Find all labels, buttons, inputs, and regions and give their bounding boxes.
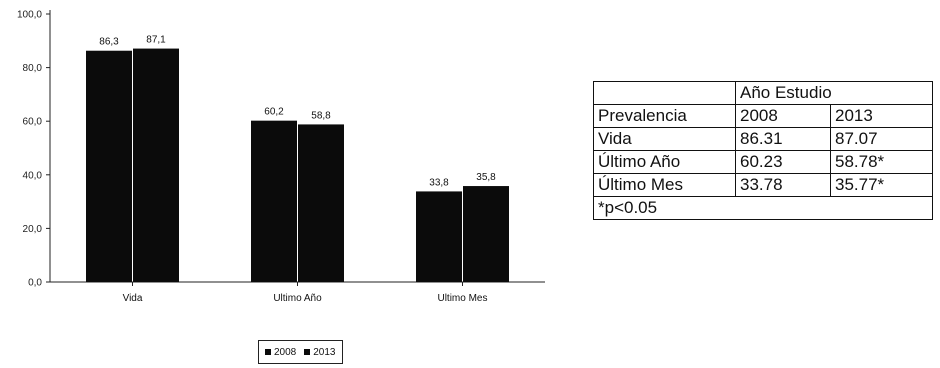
- table-cell: 33.78: [735, 173, 831, 197]
- table-row: Prevalencia 2008 2013: [593, 104, 933, 128]
- table-row: Último Año 60.23 58.78*: [593, 150, 933, 174]
- table-cell: 60.23: [735, 150, 831, 174]
- bar-2013: [133, 48, 179, 283]
- table-cell: 86.31: [735, 127, 831, 151]
- table-row: Año Estudio: [593, 81, 933, 105]
- bar-data-label: 58,8: [311, 110, 331, 121]
- y-tick-label: 0,0: [28, 278, 42, 289]
- bar-chart: 0,0 20,0 40,0 60,0 80,0 100,0 86,3 87,1 Vida 60,2…: [17, 10, 545, 304]
- bar-data-label: 87,1: [146, 35, 166, 46]
- table-row: Vida 86.31 87.07: [593, 127, 933, 151]
- y-tick-label: 20,0: [23, 224, 43, 235]
- table-footnote: *p<0.05: [593, 196, 933, 220]
- x-category-label: Vida: [123, 293, 143, 304]
- bar-2013: [463, 186, 509, 282]
- y-tick-label: 80,0: [23, 63, 43, 74]
- table-row-label: Último Año: [593, 150, 736, 174]
- legend-item-2008: 2008: [265, 347, 296, 358]
- x-category-label: Ultimo Mes: [437, 293, 487, 304]
- table-cell: 58.78*: [830, 150, 933, 174]
- legend-swatch-2013: [304, 349, 311, 355]
- bar-data-label: 60,2: [264, 107, 284, 118]
- prevalence-table: Año Estudio Prevalencia 2008 2013 Vida 8…: [593, 81, 933, 220]
- table-row-header: Prevalencia: [593, 104, 736, 128]
- table-row: *p<0.05: [593, 196, 933, 220]
- y-tick-label: 100,0: [17, 10, 42, 21]
- legend-swatch-2008: [265, 349, 271, 355]
- bar-data-label: 35,8: [476, 172, 496, 183]
- table-row-label: Vida: [593, 127, 736, 151]
- x-category-label: Ultimo Año: [273, 293, 322, 304]
- table-row-label: Último Mes: [593, 173, 736, 197]
- table-row: Último Mes 33.78 35.77*: [593, 173, 933, 197]
- table-year-header: 2008: [735, 104, 831, 128]
- legend-item-2013: 2013: [304, 346, 336, 358]
- chart-legend: 2008 2013: [258, 340, 343, 364]
- y-tick-label: 40,0: [23, 170, 43, 181]
- bar-2008: [86, 50, 132, 282]
- table-year-header: 2013: [830, 104, 933, 128]
- legend-label-2008: 2008: [274, 346, 297, 358]
- table-cell: 35.77*: [830, 173, 933, 197]
- legend-label-2013: 2013: [313, 346, 336, 358]
- bar-2008: [416, 191, 462, 282]
- bar-data-label: 86,3: [99, 37, 119, 48]
- bar-data-label: 33,8: [429, 177, 449, 188]
- bar-2008: [251, 120, 297, 282]
- table-corner-cell: [593, 81, 736, 105]
- table-cell: 87.07: [830, 127, 933, 151]
- table-group-header: Año Estudio: [735, 81, 933, 105]
- bar-2013: [298, 124, 344, 282]
- y-tick-label: 60,0: [23, 117, 43, 128]
